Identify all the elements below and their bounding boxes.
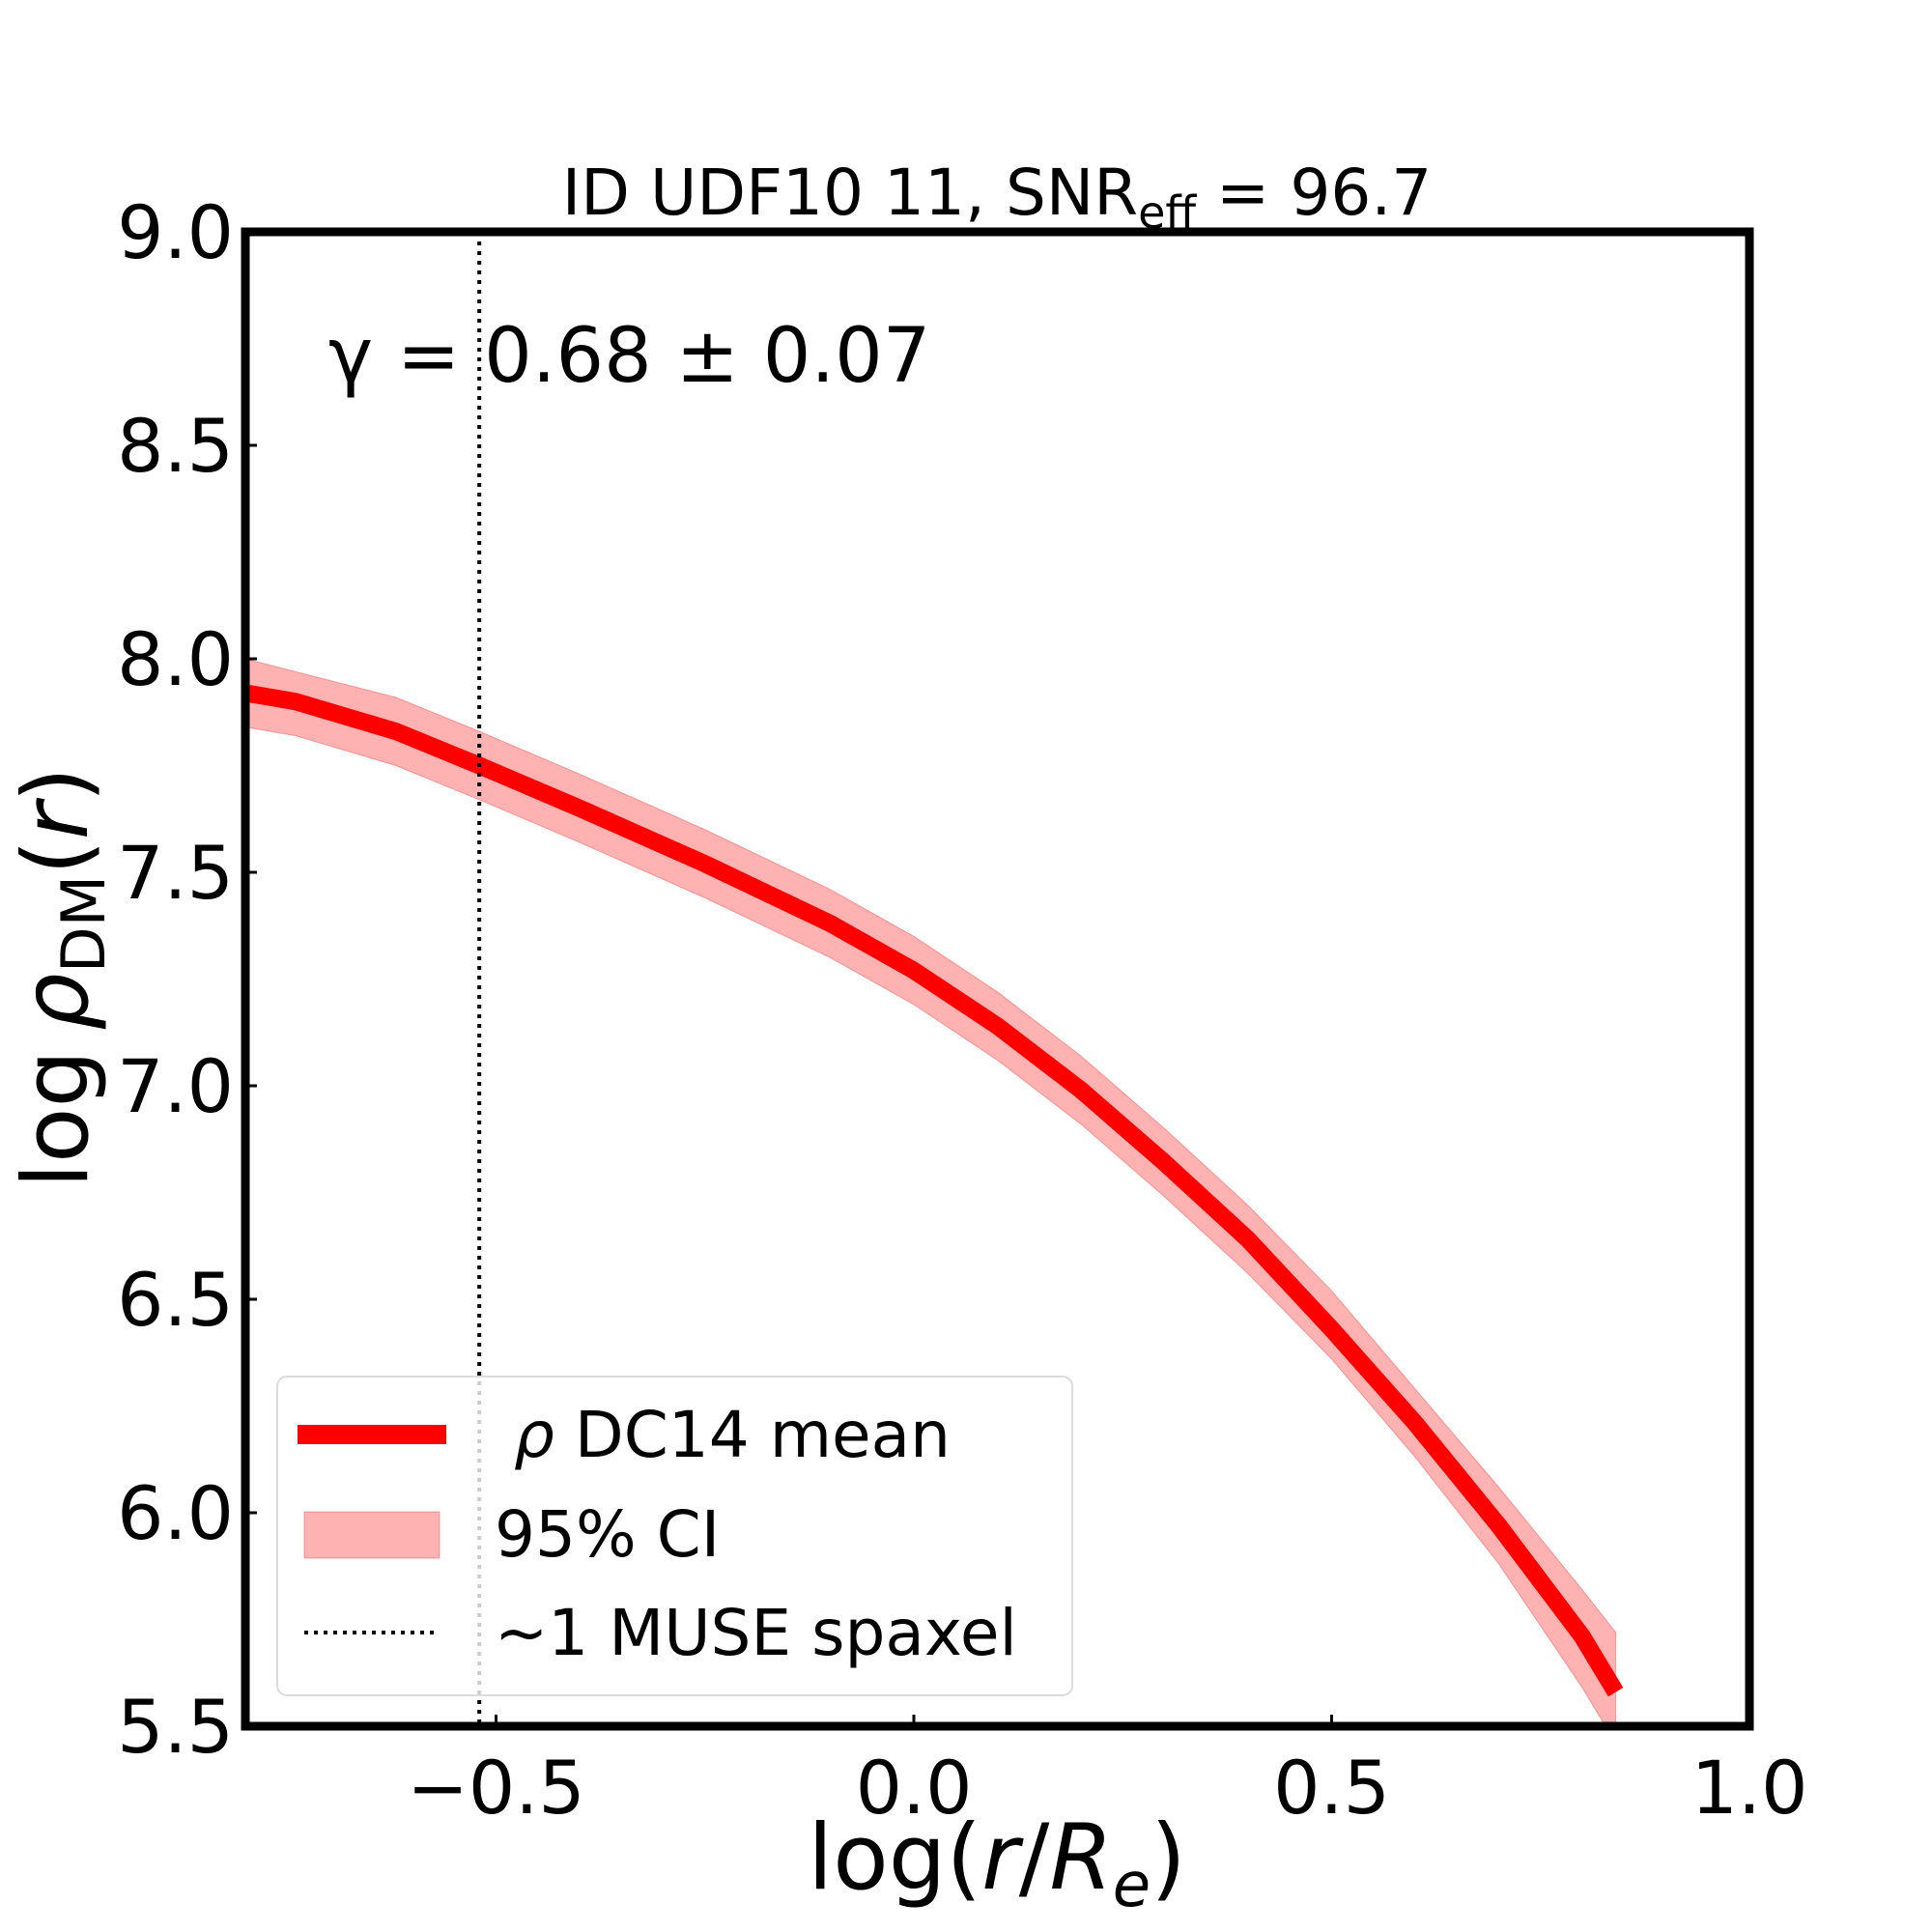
y-tick-label: 7.0: [117, 1043, 234, 1129]
legend-frame: [276, 1376, 1073, 1696]
chart-title: ID UDF10 11, SNReff = 96.7: [562, 156, 1433, 239]
x-axis-label: log(r/Re): [808, 1805, 1186, 1921]
x-tick-label: 0.0: [856, 1745, 973, 1831]
mean-line-layer: [245, 684, 1624, 1697]
gamma-annotation: γ = 0.68 ± 0.07: [328, 313, 930, 400]
legend-label-mean: ρ DC14 mean: [514, 1398, 951, 1472]
y-tick-label: 8.0: [117, 616, 234, 702]
x-tick-label: −0.5: [407, 1745, 585, 1831]
mean-line-series-0: [245, 684, 1624, 1697]
ci-band: [245, 658, 1617, 1726]
legend: ρ DC14 mean 95% CI ~1 MUSE spaxel: [276, 1376, 1073, 1696]
x-tick-label: 1.0: [1691, 1745, 1808, 1831]
y-tick-label: 6.0: [117, 1470, 234, 1556]
y-tick-label: 9.0: [117, 189, 234, 275]
legend-label-spaxel: ~1 MUSE spaxel: [495, 1596, 1017, 1670]
x-tick-label: 0.5: [1273, 1745, 1390, 1831]
ci-band-layer: [245, 658, 1617, 1726]
y-tick-label: 8.5: [117, 403, 234, 489]
y-tick-label: 5.5: [117, 1684, 234, 1770]
y-tick-label: 7.5: [117, 830, 234, 916]
y-axis-label: logρDM(r): [4, 767, 119, 1188]
legend-band-swatch: [303, 1511, 440, 1559]
plot-frame: [241, 227, 1754, 1731]
y-tick-label: 6.5: [117, 1257, 234, 1343]
tick-layer: −0.5 0.0 0.5 1.0 5.5 6.0 6.5 7.0 7.5 8.0 8.5 9.0: [117, 189, 1807, 1831]
legend-label-ci: 95% CI: [495, 1497, 720, 1572]
